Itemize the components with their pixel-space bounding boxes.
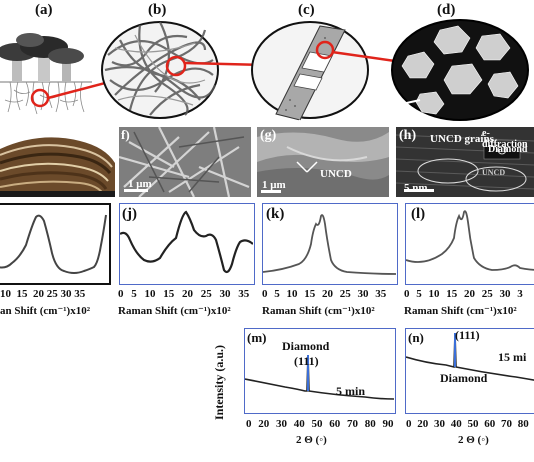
diamond-label-n: Diamond (440, 371, 488, 385)
xlabel-j: Raman Shift (cm⁻¹)x10² (118, 305, 231, 317)
uncd-small-label: UNCD (482, 168, 506, 177)
time-label-m: 5 min (336, 384, 366, 398)
panel-label-j: (j) (122, 206, 137, 222)
xlabel-l: Raman Shift (cm⁻¹)x10² (404, 305, 517, 317)
xrd-plot-m (244, 328, 396, 414)
panel-label-l: (l) (411, 206, 426, 222)
ticks-k: 0 5 10 15 20 25 30 35 (262, 288, 387, 300)
panel-label-h: (h) (399, 128, 417, 143)
schematic-row (0, 19, 529, 125)
diamond-label-m: Diamond (282, 339, 330, 353)
xrd-plot-n (405, 328, 534, 414)
panel-label-b: (b) (148, 2, 167, 18)
xlabel-m: 2 Θ (◦) (296, 434, 327, 446)
hypha-section-circle (251, 21, 369, 121)
panel-label-k: (k) (266, 206, 285, 222)
scale-bar-h: 5 nm (404, 182, 428, 194)
raman-plot-l (405, 203, 534, 285)
raman-plot-j (119, 203, 255, 285)
panel-label-c: (c) (298, 2, 315, 18)
hyphae-network-circle (101, 21, 219, 119)
micrograph-h (396, 127, 534, 197)
micrograph-f (119, 127, 251, 197)
sample-photo (0, 127, 115, 197)
uncd-grains-label-1: UNCD grains (430, 133, 494, 145)
panel-label-a: (a) (35, 2, 53, 18)
ticks-m: 0 20 30 40 50 60 70 80 90 (246, 418, 394, 430)
ticks-n: 0 20 30 40 50 60 70 80 9 (406, 418, 529, 430)
raman-plot-i (0, 203, 111, 285)
panel-label-n: (n) (408, 330, 424, 345)
peak-111-m: (111) (294, 354, 319, 368)
xrd-ylabel: Intensity (a.u.) (212, 344, 226, 420)
mushroom-illustration (0, 33, 92, 115)
xlabel-n: 2 Θ (◦) (458, 434, 489, 446)
e-diffraction-label: e-diffraction (482, 128, 528, 150)
peak-111-n: (111) (455, 328, 480, 342)
micrograph-g (257, 127, 389, 197)
ticks-j: 0 5 10 15 20 25 30 35 (118, 288, 250, 300)
nanodiamond-grains-circle (391, 19, 529, 121)
scale-bar-f: 1 μm (128, 178, 152, 190)
panel-label-f: f) (121, 127, 130, 142)
uncd-label-g: UNCD (320, 168, 352, 180)
ticks-l: 0 5 10 15 20 25 30 3 (404, 288, 523, 300)
panel-label-g: (g) (260, 128, 277, 143)
xlabel-k: Raman Shift (cm⁻¹)x10² (262, 305, 375, 317)
raman-plot-k (262, 203, 398, 285)
time-label-n: 15 mi (498, 350, 527, 364)
panel-label-d: (d) (437, 2, 456, 18)
ticks-i: 10 15 20 25 30 35 (0, 288, 86, 300)
scale-bar-g: 1 μm (262, 179, 286, 191)
xlabel-i: an Shift (cm⁻¹)x10² (0, 305, 91, 317)
arrow-c-to-g (295, 119, 301, 125)
panel-label-m: (m) (247, 330, 267, 345)
diamond-label-h: Diamond (488, 144, 528, 155)
